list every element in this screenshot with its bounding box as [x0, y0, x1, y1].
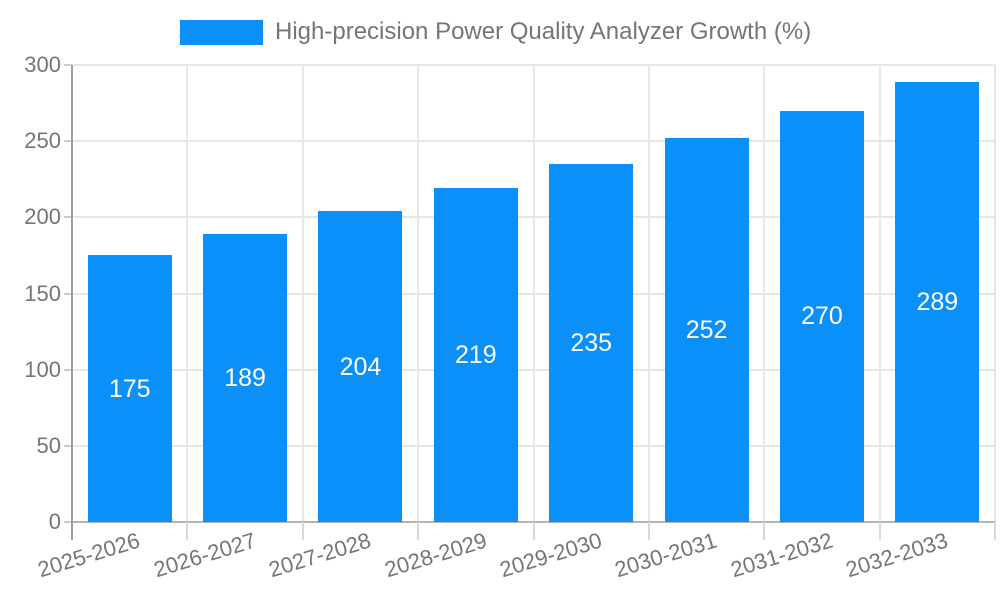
h-gridline — [72, 292, 995, 295]
y-tick-label: 50 — [36, 432, 61, 458]
x-axis-tick — [532, 522, 535, 540]
y-tick-label: 300 — [24, 52, 61, 77]
x-axis-tick — [186, 522, 189, 540]
bar-value-label: 270 — [801, 302, 843, 331]
x-axis-tick — [763, 522, 766, 540]
y-axis-line — [71, 65, 73, 540]
bar-value-label: 219 — [454, 341, 497, 370]
h-gridline — [72, 140, 995, 143]
bar[interactable] — [433, 188, 518, 522]
x-axis-tick — [301, 522, 304, 540]
x-axis-tick — [994, 522, 996, 540]
bar-value-label: 189 — [224, 364, 266, 393]
y-axis-tick — [64, 292, 72, 295]
x-tick-label: 2032-2033 — [527, 528, 951, 583]
bar[interactable] — [318, 211, 403, 522]
v-gridline — [994, 65, 996, 522]
bar[interactable] — [779, 110, 864, 522]
y-tick-label: 200 — [24, 204, 61, 230]
x-axis-tick — [417, 522, 420, 540]
y-axis-tick — [64, 140, 72, 143]
x-tick-label-text: 2032-2033 — [842, 527, 951, 583]
bar-value-label: 204 — [339, 352, 382, 381]
h-gridline — [72, 216, 995, 219]
y-tick-label: 150 — [24, 280, 61, 306]
bar[interactable] — [549, 164, 634, 522]
y-tick-label: 100 — [24, 356, 61, 382]
bar[interactable] — [664, 138, 749, 522]
y-tick-label: 0 — [48, 509, 61, 534]
y-tick-label: 250 — [24, 128, 61, 154]
legend-label: High-precision Power Quality Analyzer Gr… — [275, 18, 812, 45]
y-axis-tick — [64, 521, 72, 523]
bar-value-label: 175 — [108, 374, 151, 403]
x-axis-tick — [878, 522, 881, 540]
h-gridline — [72, 368, 995, 371]
bar-value-label: 235 — [570, 329, 613, 357]
bar[interactable] — [895, 81, 980, 522]
y-axis-tick — [64, 216, 72, 219]
bar-value-label: 252 — [685, 316, 728, 345]
bar[interactable] — [203, 234, 288, 522]
y-axis-tick — [64, 444, 72, 447]
y-axis-tick — [64, 368, 72, 371]
x-axis-tick — [647, 522, 650, 540]
bar[interactable] — [87, 255, 172, 522]
legend-swatch — [180, 19, 263, 45]
bar-value-label: 289 — [916, 287, 959, 316]
y-axis-tick — [64, 64, 72, 66]
h-gridline — [72, 444, 995, 447]
legend: High-precision Power Quality Analyzer Gr… — [180, 19, 811, 45]
legend-item[interactable]: High-precision Power Quality Analyzer Gr… — [180, 19, 811, 45]
h-gridline — [72, 64, 995, 66]
